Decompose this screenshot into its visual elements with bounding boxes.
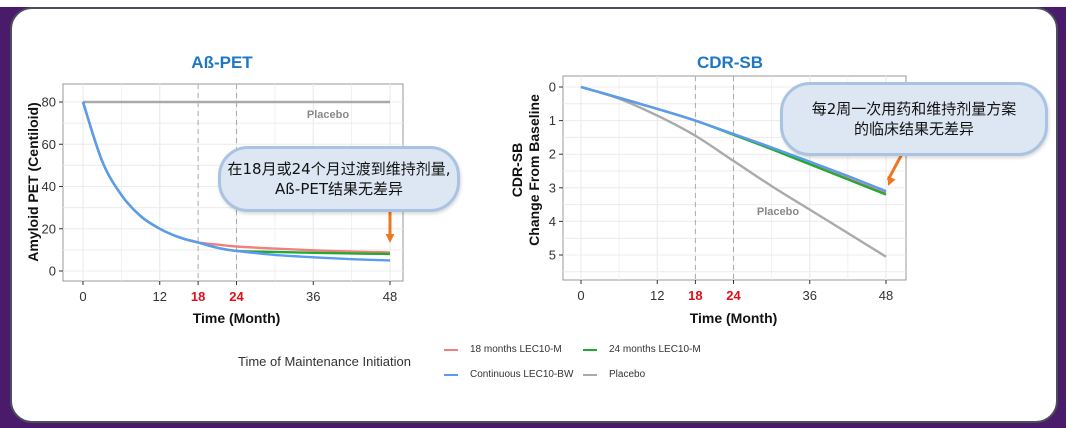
legend-label: 24 months LEC10-M bbox=[609, 344, 701, 355]
y-tick-label: 20 bbox=[42, 221, 56, 236]
x-axis-label: Time (Month) bbox=[690, 310, 778, 326]
y-axis-label-line2: Change From Baseline bbox=[526, 94, 542, 246]
legend-label: Continuous LEC10-BW bbox=[470, 369, 574, 380]
series-line-continuous-lec10-bw bbox=[81, 101, 391, 262]
x-tick-label: 24 bbox=[726, 288, 741, 303]
x-axis-label: Time (Month) bbox=[193, 310, 281, 326]
y-tick-label: 80 bbox=[42, 95, 56, 110]
callout-left-line2: Aß-PET结果无差异 bbox=[274, 180, 404, 198]
placebo-annotation: Placebo bbox=[307, 109, 349, 121]
callout-right: 每2周一次用药和维持剂量方案 的临床结果无差异 bbox=[780, 82, 1048, 156]
legend-item-24m: 24 months LEC10-M bbox=[583, 344, 701, 355]
legend-label: 18 months LEC10-M bbox=[470, 344, 562, 355]
legend-item-placebo: Placebo bbox=[583, 369, 645, 380]
y-tick-label: 40 bbox=[42, 179, 56, 194]
legend-swatch bbox=[583, 348, 597, 351]
y-tick-label: 60 bbox=[42, 137, 56, 152]
x-tick-label: 48 bbox=[383, 289, 397, 304]
legend-swatch bbox=[444, 373, 458, 376]
placebo-annotation: Placebo bbox=[757, 206, 799, 218]
x-tick-label: 36 bbox=[803, 288, 817, 303]
callout-right-line1: 每2周一次用药和维持剂量方案 bbox=[811, 100, 1017, 118]
callout-arrow-head bbox=[385, 233, 395, 243]
x-tick-label: 18 bbox=[191, 289, 205, 304]
legend-title: Time of Maintenance Initiation bbox=[238, 354, 411, 369]
series-line-continuous-lec10-bw bbox=[580, 85, 887, 193]
y-tick-label: 1 bbox=[549, 113, 556, 128]
y-tick-label: 4 bbox=[549, 214, 556, 229]
y-tick-label: 0 bbox=[549, 80, 556, 95]
chart-title: CDR-SB bbox=[697, 53, 763, 72]
callout-left: 在18月或24个月过渡到维持剂量, Aß-PET结果无差异 bbox=[218, 146, 460, 212]
x-tick-label: 0 bbox=[79, 289, 86, 304]
legend-swatch bbox=[583, 373, 597, 376]
y-tick-label: 3 bbox=[549, 180, 556, 195]
callout-left-line1: 在18月或24个月过渡到维持剂量, bbox=[227, 160, 451, 178]
callout-right-line2: 的临床结果无差异 bbox=[853, 120, 974, 138]
callout-arrow-shaft bbox=[886, 151, 905, 181]
legend-label: Placebo bbox=[609, 369, 646, 380]
legend-item-continuous: Continuous LEC10-BW bbox=[444, 369, 573, 380]
y-tick-label: 5 bbox=[549, 248, 556, 263]
x-tick-label: 36 bbox=[306, 289, 320, 304]
y-tick-label: 2 bbox=[549, 147, 556, 162]
x-tick-label: 12 bbox=[650, 288, 664, 303]
top-strip bbox=[0, 0, 1066, 7]
x-tick-label: 12 bbox=[153, 289, 167, 304]
legend-item-18m: 18 months LEC10-M bbox=[444, 344, 562, 355]
y-tick-label: 0 bbox=[49, 264, 56, 279]
series-line-placebo bbox=[580, 85, 887, 258]
x-tick-label: 48 bbox=[879, 288, 893, 303]
y-axis-label-line1: CDR-SB bbox=[509, 143, 525, 197]
x-tick-label: 24 bbox=[229, 289, 244, 304]
legend-swatch bbox=[444, 348, 458, 351]
x-tick-label: 18 bbox=[688, 288, 702, 303]
x-tick-label: 0 bbox=[577, 288, 584, 303]
callout-arrow-head bbox=[887, 176, 896, 186]
chart-title: Aß-PET bbox=[191, 53, 253, 72]
y-axis-label: Amyloid PET (Centiloid) bbox=[25, 102, 41, 261]
